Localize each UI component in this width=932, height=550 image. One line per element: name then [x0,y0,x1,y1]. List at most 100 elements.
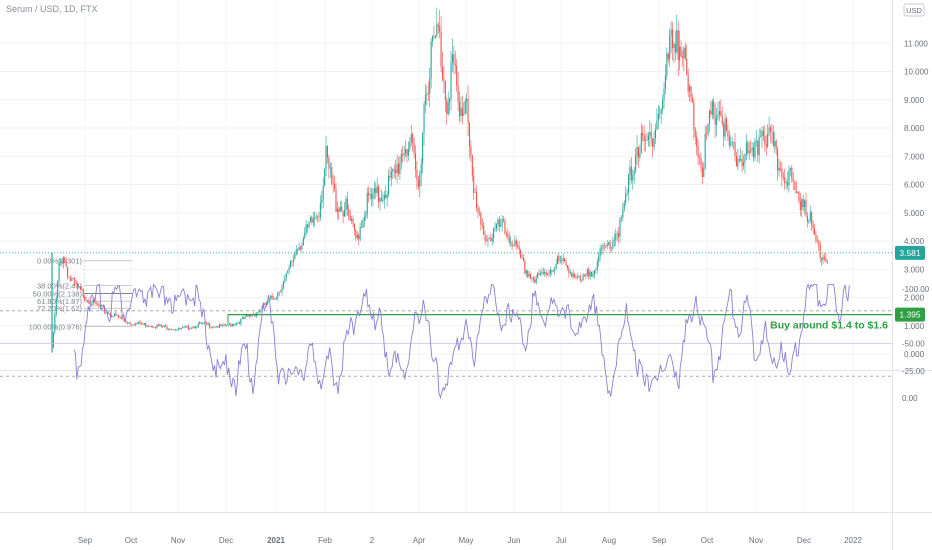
candle-body [305,224,307,233]
candle-body [751,147,753,151]
candle-body [236,323,238,325]
candle-body [228,323,231,325]
candle-body [174,329,177,331]
candle-body [615,234,617,240]
candle-body [434,36,436,38]
last-price-badge[interactable] [895,245,925,260]
candle-body [606,244,608,247]
candle-body [179,327,181,330]
candle-body [596,262,598,270]
price-tick-label: 7.000 [904,152,925,161]
candle-body [741,158,743,166]
candle-body [152,326,154,328]
candle-body [657,113,659,121]
candle-body [725,118,728,131]
candle-body [102,305,104,307]
candle-body [352,218,354,224]
candle-body [451,54,453,63]
candle-body [733,141,735,143]
candle-body [400,153,402,163]
candle-body [203,322,205,324]
candle-body [213,326,215,328]
candle-body [574,273,576,277]
candle-body [68,277,70,278]
candle-body [811,212,813,225]
candle-body [167,329,169,330]
candle-body [586,269,588,275]
candle-body [559,260,561,261]
candle-body [765,144,767,147]
candle-body [676,30,678,53]
candle-body [813,228,816,235]
candle-body [470,146,472,156]
fib-retracement[interactable]: 0.00%(3.301)38.00%(2.43)50.00%(2.138)61.… [0,252,892,332]
candle-body [419,174,421,187]
candle-body [271,295,273,299]
candle-body [535,277,537,283]
price-tick-label: 8.000 [904,124,925,133]
fib-level-label: 0.00%(3.301) [37,257,83,266]
candle-body [549,269,551,274]
candle-body [220,324,222,327]
candle-body [671,29,674,49]
candle-body [804,200,806,207]
candle-body [713,101,715,116]
candle-body [331,167,333,183]
candle-body [277,292,279,298]
candle-body [684,47,686,59]
candle-body [272,298,275,300]
candle-body [325,146,327,169]
candle-body [159,324,161,326]
candle-body [81,288,83,290]
candle-body [243,317,245,319]
price-axis[interactable]: 0.000 1.000 2.000 3.000 4.000 5.000 6.000 7.000… [895,39,930,403]
currency-box[interactable] [903,3,925,17]
candle-body [515,240,517,245]
candle-body [116,315,118,317]
candle-body [433,36,435,38]
candle-body [779,167,782,170]
candle-body [149,326,151,328]
candle-body [193,326,195,328]
candle-body [802,199,804,207]
candle-body [135,322,137,326]
candle-body [359,227,361,240]
candle-body [403,153,405,156]
support-badge[interactable] [895,307,925,322]
time-axis[interactable]: Sep Oct Nov Dec 2021 Feb 2 Apr May Jun Jul Aug Sep Oc… [78,536,863,545]
candle-body [664,75,666,89]
candle-body [517,244,519,247]
candle-body [640,133,642,153]
candle-body [370,194,373,199]
candle-body [91,304,93,306]
candle-body [441,67,444,79]
candle-body [244,316,246,319]
candle-body [348,209,350,216]
candle-body [112,316,114,318]
candle-body [71,279,73,281]
candle-body [427,93,429,95]
candle-body [319,202,321,218]
candle-body [64,257,66,260]
candle-body [717,114,719,118]
candle-body [240,319,242,324]
candle-body [711,101,713,115]
candle-body [307,224,309,228]
currency-label[interactable]: USD [906,6,922,15]
candle-body [585,274,587,276]
candle-body [454,64,456,66]
candle-body [701,166,703,178]
candle-body [192,327,194,329]
candle-body [748,150,750,154]
candle-body [619,218,621,238]
candle-body [649,132,651,136]
support-line[interactable]: Buy around $1.4 to $1.6 [227,313,892,332]
candle-body [368,192,370,196]
candle-body [534,279,536,283]
candle-body [351,218,353,221]
candle-body [575,276,577,278]
rsi-tick-label: 0.00 [902,394,918,403]
candle-body [721,116,723,125]
candle-body [342,210,344,217]
time-tick-label: Sep [78,536,93,545]
